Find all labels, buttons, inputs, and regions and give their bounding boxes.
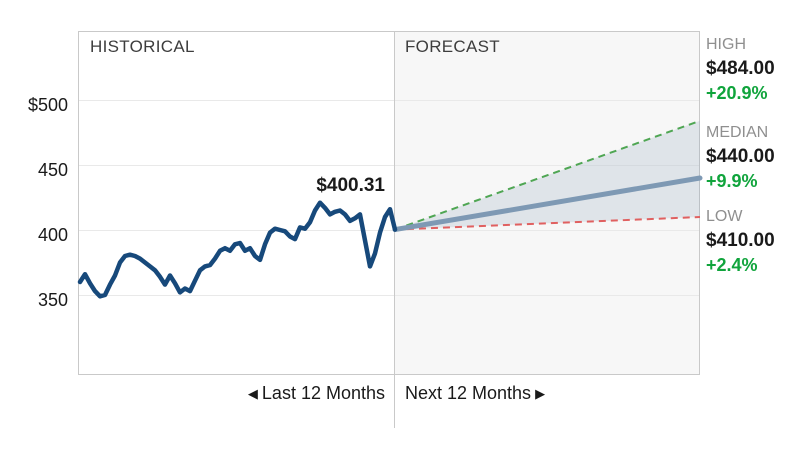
plot-border: [78, 31, 700, 375]
y-tick-450: 450: [37, 160, 68, 180]
forecast-legend-low: LOW $410.00 +2.4%: [706, 206, 798, 278]
current-price-label: $400.31: [316, 175, 385, 196]
x-axis-historical-label[interactable]: ◀ Last 12 Months: [78, 383, 385, 405]
historical-price-line: [77, 200, 398, 299]
low-price: $410.00: [706, 230, 775, 251]
median-change-pct: +9.9%: [706, 171, 758, 191]
y-tick-350: 350: [37, 290, 68, 310]
right-arrow-icon: ▶: [535, 386, 546, 401]
left-arrow-icon: ◀: [247, 386, 258, 401]
x-axis-forecast-label[interactable]: Next 12 Months ▶: [405, 383, 545, 405]
high-change-pct: +20.9%: [706, 83, 768, 103]
forecast-panel-title: FORECAST: [405, 37, 500, 56]
forecast-median-line: [392, 175, 703, 233]
x-axis-forecast-text: Next 12 Months: [405, 383, 532, 403]
high-price: $484.00: [706, 58, 775, 79]
forecast-legend-median: MEDIAN $440.00 +9.9%: [706, 122, 798, 194]
historical-panel-title: HISTORICAL: [90, 37, 195, 56]
median-label: MEDIAN: [706, 124, 769, 141]
y-tick-400: 400: [37, 225, 68, 245]
high-label: HIGH: [706, 36, 746, 53]
forecast-low-line: [394, 216, 701, 231]
forecast-legend-high: HIGH $484.00 +20.9%: [706, 34, 798, 106]
x-axis-historical-text: Last 12 Months: [261, 383, 385, 403]
y-tick-500: $500: [27, 95, 68, 115]
forecast-high-line: [394, 119, 701, 231]
low-change-pct: +2.4%: [706, 255, 758, 275]
low-label: LOW: [706, 208, 743, 225]
median-price: $440.00: [706, 146, 775, 167]
